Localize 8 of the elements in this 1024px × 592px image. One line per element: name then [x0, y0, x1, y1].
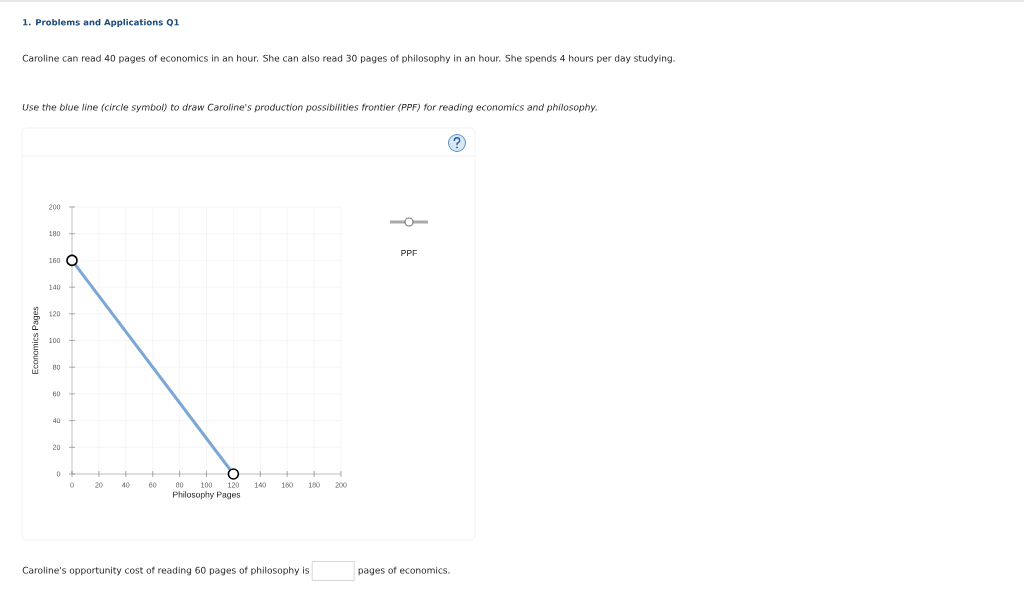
- text: Use the blue line (circle symbol) to draw Caroline's production possibilities frontier (PPF) for reading economics and philosophy.: [22, 103, 597, 113]
- chart-subtitle: Caroline can read 40 pages of economics in an hour. She can also read 30 pages of philosophy in an hour. She spends 4 hours per day studying.: [22, 54, 675, 64]
- chart-title: 1. Problems and Applications Q1: [23, 18, 179, 28]
- y-axis-title: Economics Pages: [32, 306, 40, 374]
- text: Caroline's opportunity cost of reading 60 pages of philosophy is: [22, 566, 310, 576]
- x-axis-title: Philosophy Pages: [173, 491, 241, 500]
- text: PPF: [401, 250, 417, 256]
- text: pages of economics.: [358, 566, 450, 576]
